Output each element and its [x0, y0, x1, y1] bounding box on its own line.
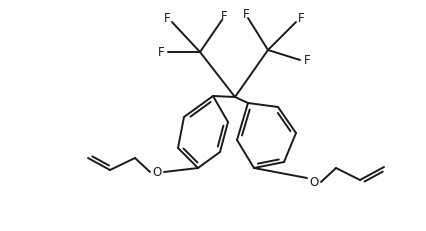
- Text: F: F: [297, 12, 304, 25]
- Text: F: F: [163, 12, 170, 25]
- Text: F: F: [157, 46, 164, 58]
- Text: F: F: [242, 9, 249, 21]
- Text: F: F: [220, 10, 227, 24]
- Text: O: O: [152, 165, 161, 179]
- Text: F: F: [303, 54, 310, 67]
- Text: O: O: [309, 176, 318, 188]
